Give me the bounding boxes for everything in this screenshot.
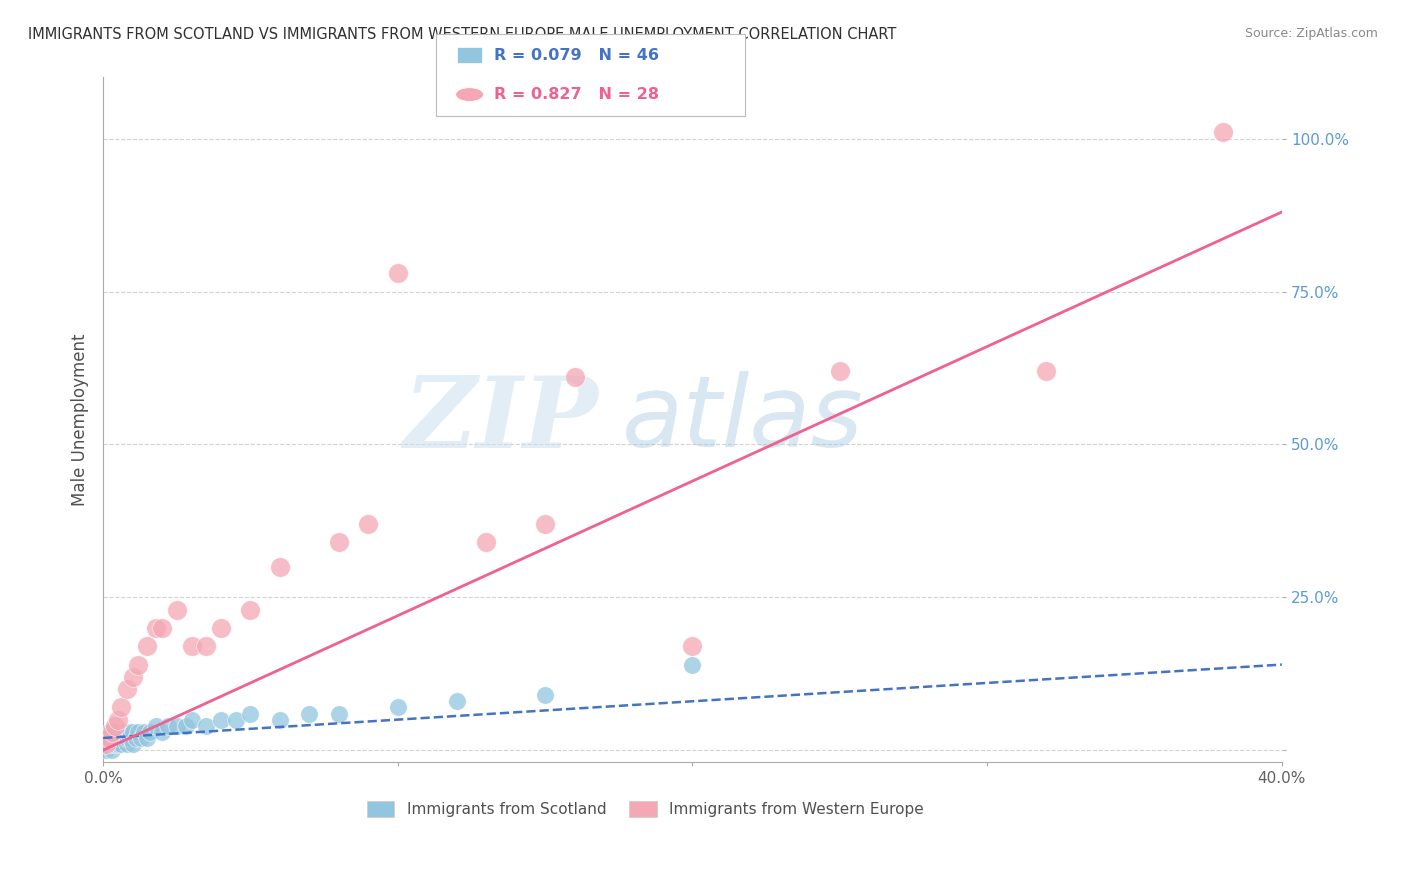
Point: [174, 719, 197, 733]
Point: [118, 731, 141, 745]
Point: [131, 731, 153, 745]
Point: [682, 657, 704, 672]
Point: [682, 639, 704, 653]
Point: [269, 713, 291, 727]
Point: [104, 737, 127, 751]
Point: [475, 535, 498, 549]
Point: [104, 724, 127, 739]
Point: [136, 731, 159, 745]
Point: [166, 719, 188, 733]
Point: [134, 724, 156, 739]
Point: [118, 724, 141, 739]
Point: [145, 621, 167, 635]
Point: [112, 724, 135, 739]
Point: [387, 266, 409, 280]
Point: [94, 737, 117, 751]
Point: [110, 737, 132, 751]
Point: [269, 559, 291, 574]
Point: [101, 724, 124, 739]
Text: IMMIGRANTS FROM SCOTLAND VS IMMIGRANTS FROM WESTERN EUROPE MALE UNEMPLOYMENT COR: IMMIGRANTS FROM SCOTLAND VS IMMIGRANTS F…: [28, 27, 897, 42]
Point: [115, 737, 138, 751]
Point: [446, 694, 468, 708]
Point: [107, 737, 129, 751]
Point: [195, 719, 218, 733]
Text: Source: ZipAtlas.com: Source: ZipAtlas.com: [1244, 27, 1378, 40]
Point: [534, 688, 557, 702]
Point: [1035, 364, 1057, 378]
Point: [94, 743, 117, 757]
Point: [150, 724, 173, 739]
Point: [564, 370, 586, 384]
Point: [101, 743, 124, 757]
Point: [104, 731, 127, 745]
Point: [110, 724, 132, 739]
Point: [225, 713, 247, 727]
Point: [98, 731, 121, 745]
Point: [98, 737, 121, 751]
Point: [121, 724, 143, 739]
Text: ZIP: ZIP: [404, 372, 598, 468]
Text: R = 0.827   N = 28: R = 0.827 N = 28: [494, 87, 658, 102]
Point: [104, 719, 127, 733]
Point: [298, 706, 321, 721]
Point: [150, 621, 173, 635]
Point: [112, 731, 135, 745]
Y-axis label: Male Unemployment: Male Unemployment: [72, 334, 89, 506]
Point: [145, 719, 167, 733]
Point: [121, 737, 143, 751]
Point: [387, 700, 409, 714]
Point: [101, 731, 124, 745]
Point: [136, 639, 159, 653]
Point: [94, 737, 117, 751]
Point: [115, 681, 138, 696]
Point: [98, 724, 121, 739]
Point: [328, 706, 350, 721]
Point: [209, 621, 232, 635]
Point: [107, 713, 129, 727]
Point: [110, 700, 132, 714]
Point: [127, 724, 149, 739]
Point: [239, 602, 262, 616]
Point: [166, 602, 188, 616]
Text: atlas: atlas: [621, 371, 863, 468]
Point: [121, 670, 143, 684]
Point: [209, 713, 232, 727]
Point: [127, 657, 149, 672]
Legend: Immigrants from Scotland, Immigrants from Western Europe: Immigrants from Scotland, Immigrants fro…: [361, 795, 929, 823]
Point: [357, 516, 380, 531]
Point: [139, 724, 162, 739]
Point: [239, 706, 262, 721]
Point: [124, 731, 146, 745]
Point: [1212, 126, 1234, 140]
Text: R = 0.079   N = 46: R = 0.079 N = 46: [494, 48, 658, 62]
Point: [328, 535, 350, 549]
Point: [534, 516, 557, 531]
Point: [180, 713, 202, 727]
Point: [101, 737, 124, 751]
Point: [115, 731, 138, 745]
Point: [195, 639, 218, 653]
Point: [107, 731, 129, 745]
Point: [180, 639, 202, 653]
Point: [828, 364, 851, 378]
Point: [98, 731, 121, 745]
Point: [156, 719, 179, 733]
